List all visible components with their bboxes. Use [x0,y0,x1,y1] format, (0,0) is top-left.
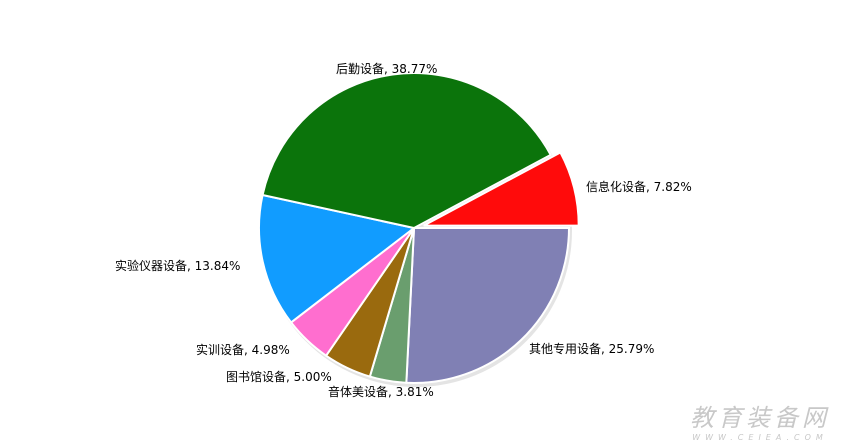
slice-label: 其他专用设备, 25.79% [529,342,655,356]
pie-slice[interactable] [261,72,553,230]
slice-label: 后勤设备, 38.77% [336,62,438,76]
slice-label: 音体美设备, 3.81% [328,385,434,399]
slice-label: 实验仪器设备, 13.84% [115,259,241,273]
slice-label: 信息化设备, 7.82% [586,180,692,194]
watermark-url: WWW.CEIEA.COM [692,433,828,442]
pie-slice[interactable] [258,193,417,324]
pie-slice[interactable] [405,227,571,384]
watermark-title: 教育装备网 [690,404,830,432]
slice-label: 实训设备, 4.98% [196,343,290,357]
watermark-logo: 教育装备网 WWW.CEIEA.COM [690,398,830,442]
slice-label: 图书馆设备, 5.00% [226,370,332,384]
pie-slice[interactable] [423,151,580,227]
